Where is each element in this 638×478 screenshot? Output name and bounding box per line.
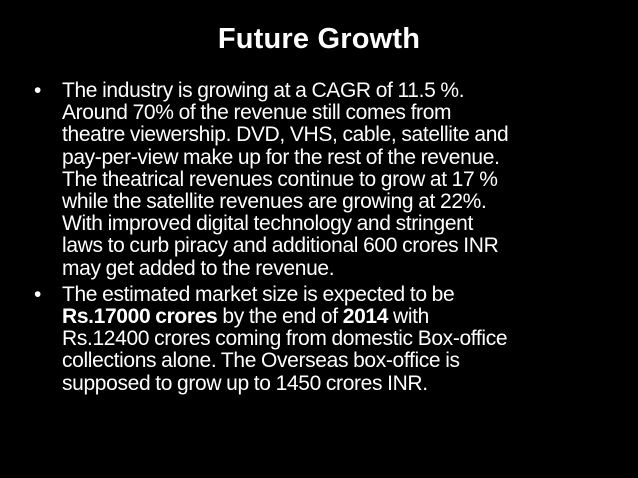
market-size-value: Rs.17000 crores (62, 305, 218, 329)
bullet-icon: • (34, 79, 42, 102)
bullet-line: The theatrical revenues continue to grow… (62, 167, 498, 191)
bullet-line: may get added to the revenue. (62, 256, 335, 280)
bullet-line: The estimated market size is expected to… (62, 282, 455, 306)
bullet-item-market-size: • The estimated market size is expected … (34, 282, 614, 395)
bullet-icon: • (34, 282, 42, 306)
bullet-text: by the end of (217, 305, 343, 329)
bullet-line: With improved digital technology and str… (62, 212, 473, 236)
bullet-line: collections alone. The Overseas box-offi… (62, 349, 460, 373)
target-year: 2014 (342, 305, 389, 329)
bullet-list: • The industry is growing at a CAGR of 1… (34, 79, 614, 395)
bullet-line: supposed to grow up to 1450 crores INR. (62, 371, 428, 395)
bullet-text: with (388, 305, 429, 329)
bullet-line: laws to curb piracy and additional 600 c… (62, 234, 499, 258)
bullet-line-mixed: Rs.17000 crores by the end of 2014 with (62, 305, 614, 329)
bullet-line: Rs.12400 crores coming from domestic Box… (62, 327, 508, 351)
bullet-line: theatre viewership. DVD, VHS, cable, sat… (62, 123, 509, 147)
bullet-line: while the satellite revenues are growing… (62, 190, 487, 214)
slide-title: Future Growth (217, 23, 421, 55)
bullet-item-growth: • The industry is growing at a CAGR of 1… (34, 79, 614, 280)
bullet-line: pay-per-view make up for the rest of the… (62, 145, 500, 169)
bullet-line: The industry is growing at a CAGR of 11.… (62, 79, 465, 102)
bullet-line: Around 70% of the revenue still comes fr… (62, 101, 452, 125)
